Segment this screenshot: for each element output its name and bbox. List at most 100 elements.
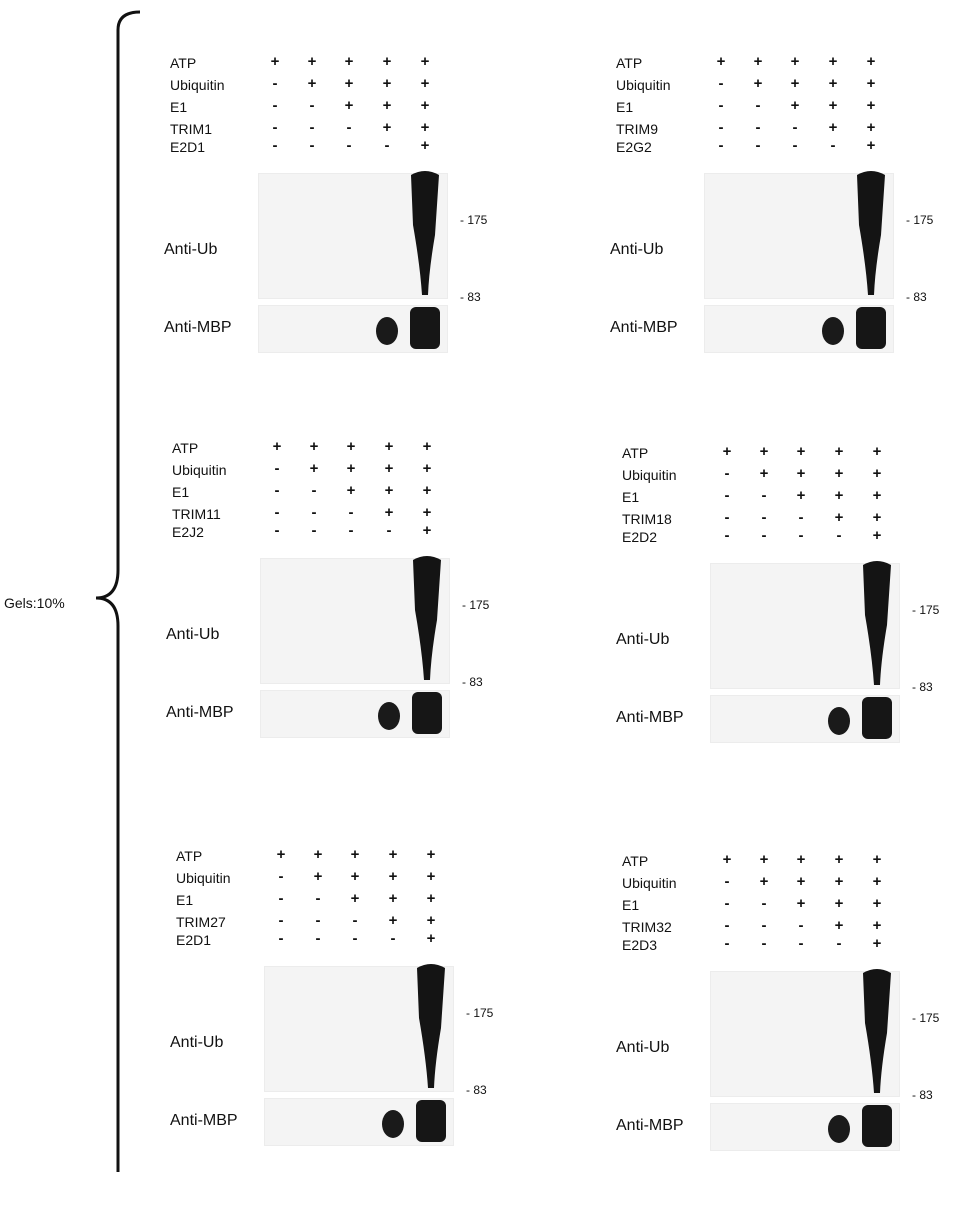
lane-sign: + — [426, 890, 436, 907]
condition-label-e2: E2D2 — [622, 529, 658, 545]
lane-sign: - — [718, 137, 724, 154]
condition-label-e2: E2D1 — [170, 139, 206, 155]
lane-sign: + — [382, 119, 392, 136]
ubiquitin-smear — [863, 969, 891, 1093]
condition-label-ubiquitin: Ubiquitin — [172, 462, 227, 478]
lane-sign: + — [426, 930, 436, 947]
lane-sign: + — [866, 97, 876, 114]
lane-sign: - — [761, 487, 767, 504]
lane-sign: + — [796, 895, 806, 912]
mbp-band-lane5 — [410, 307, 440, 349]
mbp-band-lane4 — [382, 1110, 404, 1138]
lane-sign: + — [309, 438, 319, 455]
mbp-band-lane4 — [828, 707, 850, 735]
mbp-band-lane4 — [378, 702, 400, 730]
lane-sign: - — [755, 97, 761, 114]
lane-sign: + — [834, 917, 844, 934]
lane-sign: + — [790, 75, 800, 92]
mw-marker-175: - 175 — [906, 213, 934, 227]
condition-label-ubiquitin: Ubiquitin — [622, 875, 677, 891]
lane-sign: + — [276, 846, 286, 863]
lane-sign: + — [350, 868, 360, 885]
lane-sign: - — [761, 935, 767, 952]
condition-label-e1: E1 — [170, 99, 188, 115]
gels-percentage-label: Gels:10% — [4, 595, 65, 611]
lane-sign: + — [866, 75, 876, 92]
blot-bands — [376, 171, 440, 349]
mw-marker-175: - 175 — [912, 603, 940, 617]
lane-sign: - — [724, 487, 730, 504]
lane-sign: + — [866, 137, 876, 154]
lane-sign: + — [796, 487, 806, 504]
lane-sign: - — [346, 137, 352, 154]
lane-sign: + — [350, 890, 360, 907]
lane-sign: + — [796, 851, 806, 868]
lane-sign: - — [798, 917, 804, 934]
blot-panel-trim32: ATP + + + + + Ubiquitin - + + + + E1- - + + + TRIM32- - - + +… — [616, 851, 955, 1213]
lane-sign: + — [420, 137, 430, 154]
lane-sign: - — [724, 935, 730, 952]
anti-ub-label: Anti-Ub — [164, 241, 218, 258]
lane-sign: + — [384, 504, 394, 521]
condition-label-ubiquitin: Ubiquitin — [170, 77, 225, 93]
lane-sign: + — [344, 53, 354, 70]
lane-sign: + — [722, 851, 732, 868]
condition-label-e1: E1 — [172, 484, 190, 500]
condition-label-trim: TRIM18 — [622, 511, 672, 527]
lane-sign: - — [348, 504, 354, 521]
mw-marker-83: - 83 — [912, 680, 933, 694]
blot-panel-trim9: ATP + + + + + Ubiquitin - + + + + E1- - + + + TRIM9- - - + + E… — [610, 53, 955, 415]
lane-sign: - — [718, 97, 724, 114]
mw-marker-175: - 175 — [466, 1006, 494, 1020]
mbp-band-lane5 — [412, 692, 442, 734]
anti-ub-label: Anti-Ub — [170, 1034, 224, 1051]
anti-mbp-label: Anti-MBP — [166, 704, 234, 721]
lane-sign: + — [344, 75, 354, 92]
condition-label-ubiquitin: Ubiquitin — [176, 870, 231, 886]
lane-sign: + — [346, 438, 356, 455]
condition-label-trim: TRIM32 — [622, 919, 672, 935]
lane-sign: - — [792, 119, 798, 136]
condition-label-e1: E1 — [616, 99, 634, 115]
lane-sign: + — [828, 75, 838, 92]
lane-sign: + — [866, 119, 876, 136]
mw-marker-175: - 175 — [462, 598, 490, 612]
condition-label-atp: ATP — [622, 445, 649, 461]
lane-sign: + — [422, 522, 432, 539]
lane-sign: + — [759, 443, 769, 460]
lane-sign: + — [388, 890, 398, 907]
lane-sign: + — [420, 97, 430, 114]
lane-sign: - — [352, 912, 358, 929]
lane-sign: - — [274, 482, 280, 499]
lane-sign: + — [796, 443, 806, 460]
lane-sign: + — [834, 487, 844, 504]
lane-sign: - — [309, 119, 315, 136]
lane-sign: + — [872, 935, 882, 952]
lane-sign: + — [422, 460, 432, 477]
lane-sign: - — [724, 917, 730, 934]
lane-sign: + — [426, 868, 436, 885]
lane-sign: + — [716, 53, 726, 70]
lane-sign: + — [384, 438, 394, 455]
lane-sign: + — [426, 912, 436, 929]
lane-sign: + — [346, 460, 356, 477]
mbp-band-lane5 — [856, 307, 886, 349]
lane-sign: + — [872, 443, 882, 460]
anti-ub-label: Anti-Ub — [166, 626, 220, 643]
lane-sign: - — [278, 868, 284, 885]
blot-bands — [822, 171, 886, 349]
anti-mbp-label: Anti-MBP — [616, 1117, 684, 1134]
lane-sign: + — [426, 846, 436, 863]
lane-sign: + — [420, 75, 430, 92]
lane-sign: - — [272, 75, 278, 92]
anti-ub-label: Anti-Ub — [610, 241, 664, 258]
mbp-band-lane4 — [376, 317, 398, 345]
anti-mbp-label: Anti-MBP — [164, 319, 232, 336]
lane-sign: + — [382, 97, 392, 114]
lane-sign: - — [761, 895, 767, 912]
lane-sign: - — [315, 930, 321, 947]
blot-panel-trim1: ATP + + + + + Ubiquitin - + + + + E1- - + + + TRIM1- - - + + E… — [164, 53, 530, 415]
lane-sign: - — [386, 522, 392, 539]
lane-sign: - — [755, 137, 761, 154]
anti-mbp-label: Anti-MBP — [170, 1112, 238, 1129]
